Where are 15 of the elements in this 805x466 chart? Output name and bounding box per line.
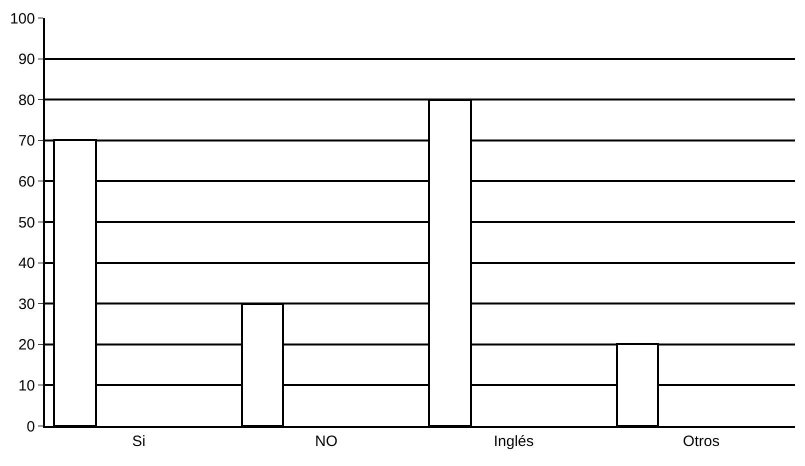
y-tick-label: 30 <box>18 296 35 313</box>
x-tick-label: NO <box>315 433 338 450</box>
y-tick-label: 90 <box>18 51 35 68</box>
x-tick-label: Inglés <box>494 433 534 450</box>
x-tick-label: Si <box>132 433 146 450</box>
y-tick-label: 10 <box>18 377 35 394</box>
y-tick-label: 60 <box>18 173 35 190</box>
y-tick-label: 80 <box>18 92 35 109</box>
y-tick-label: 20 <box>18 336 35 354</box>
y-tick-label: 0 <box>26 418 35 436</box>
x-tick-label: Otros <box>682 433 720 450</box>
y-tick-label: 40 <box>18 255 35 272</box>
y-tick-label: 100 <box>10 10 35 28</box>
y-tick-label: 50 <box>18 214 35 232</box>
y-tick-label: 70 <box>18 132 35 150</box>
